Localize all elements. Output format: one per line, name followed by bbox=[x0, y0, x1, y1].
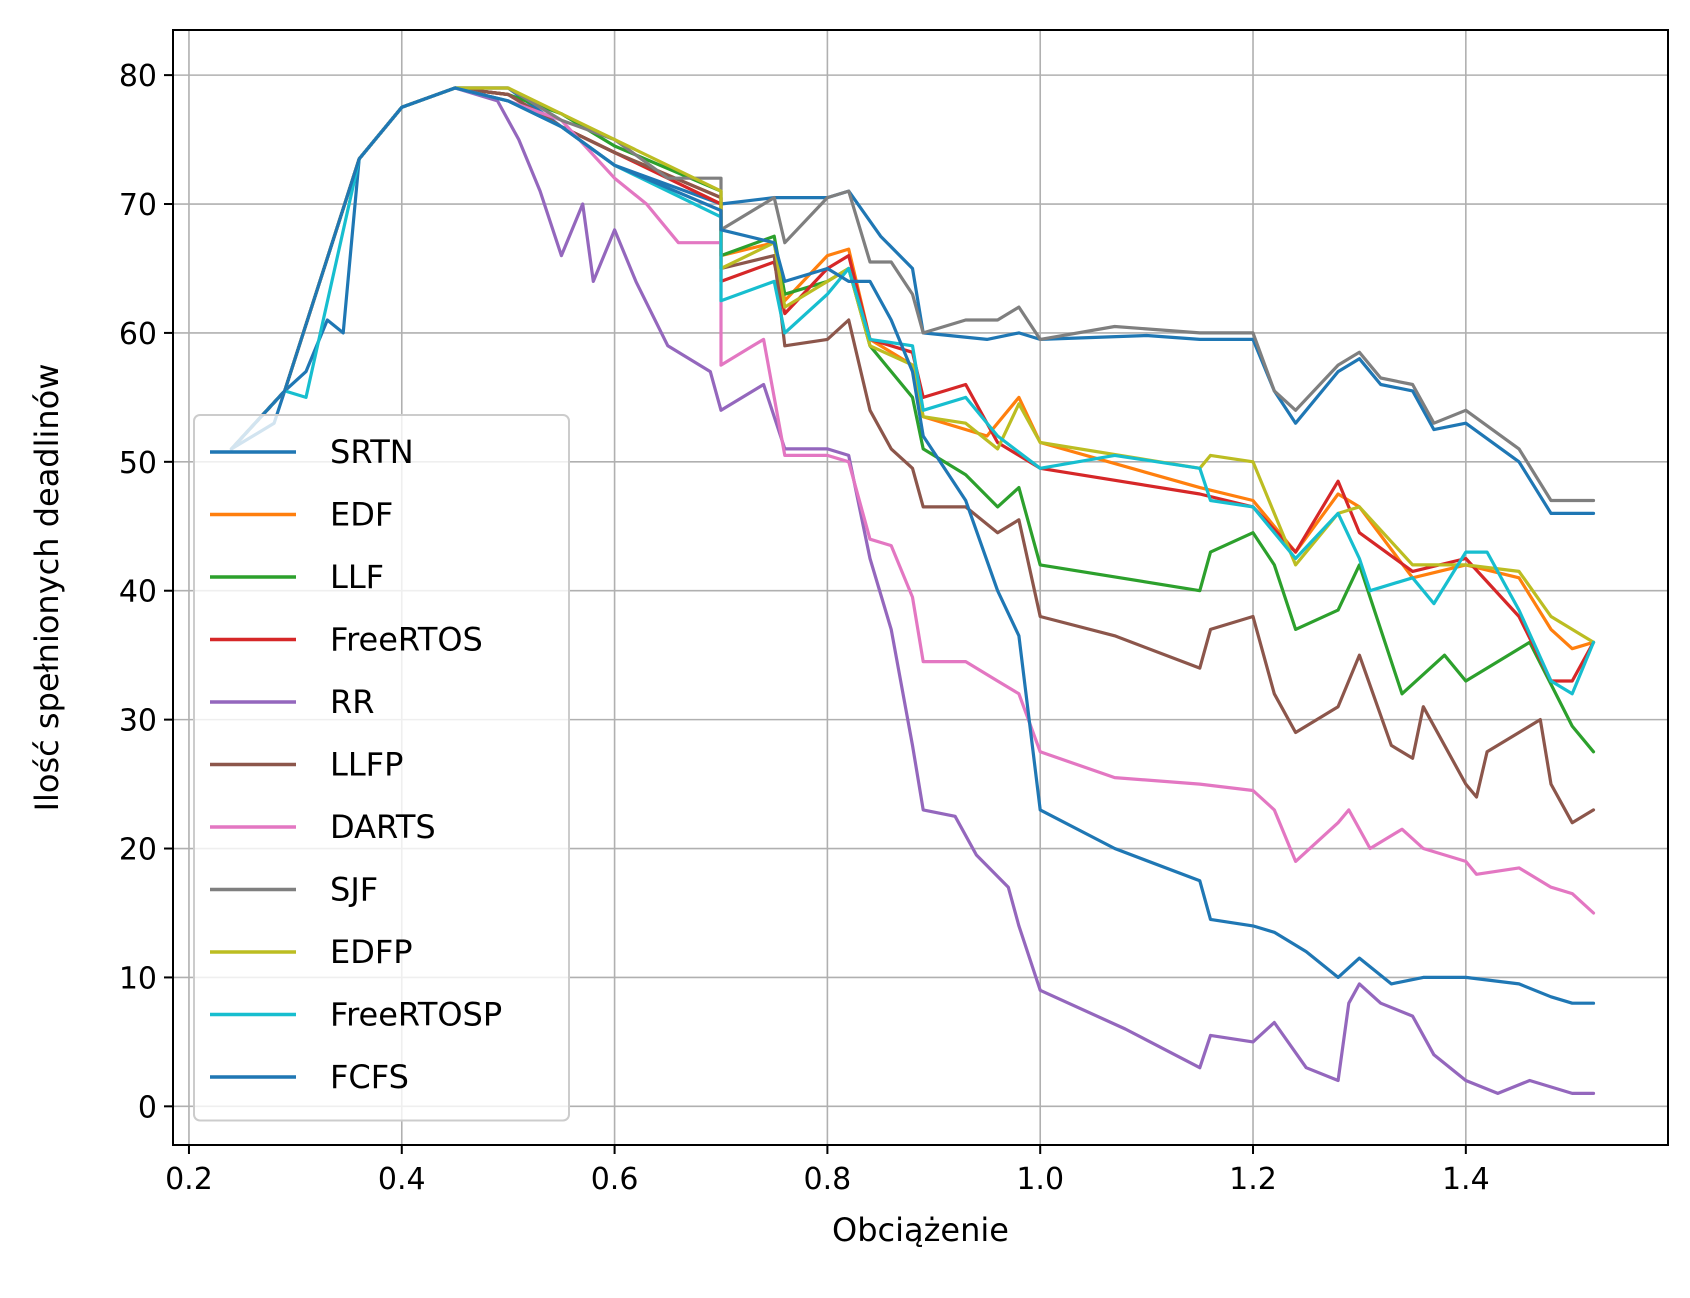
legend-label-fcfs: FCFS bbox=[330, 1058, 409, 1096]
legend-label-edf: EDF bbox=[330, 496, 393, 534]
y-tick-label: 0 bbox=[138, 1090, 157, 1125]
series-line-llf bbox=[229, 86, 1596, 754]
y-tick-label: 10 bbox=[119, 961, 157, 996]
legend-box bbox=[193, 414, 570, 1122]
legend-label-rr: RR bbox=[330, 683, 374, 721]
x-tick-label: 1.2 bbox=[1229, 1162, 1277, 1197]
legend: SRTN EDF LLF FreeRTOS RR LLFP DARTS SJF EDFP Free… bbox=[193, 414, 570, 1122]
legend-label-darts: DARTS bbox=[330, 808, 436, 846]
series-line-fcfs bbox=[229, 86, 1596, 1005]
x-tick-label: 0.6 bbox=[591, 1162, 639, 1197]
legend-label-srtn: SRTN bbox=[330, 433, 414, 471]
legend-label-llf: LLF bbox=[330, 558, 384, 596]
x-tick-label: 0.2 bbox=[165, 1162, 213, 1197]
x-tick-label: 1.0 bbox=[1016, 1162, 1064, 1197]
legend-label-edfp: EDFP bbox=[330, 933, 413, 971]
y-axis-label: Ilość spełnionych deadlinów bbox=[28, 364, 66, 812]
series-line-llfp bbox=[229, 86, 1596, 825]
legend-label-sjf: SJF bbox=[330, 871, 378, 909]
x-tick-label: 0.4 bbox=[378, 1162, 426, 1197]
series-line-edfp bbox=[229, 86, 1596, 644]
plot-area-frame bbox=[172, 29, 1669, 1146]
x-axis-ticks: 0.2 0.4 0.6 0.8 1.0 1.2 1.4 bbox=[165, 1145, 1490, 1197]
series-lines bbox=[229, 86, 1596, 1096]
legend-label-llfp: LLFP bbox=[330, 746, 403, 784]
y-tick-label: 60 bbox=[119, 317, 157, 352]
y-tick-label: 70 bbox=[119, 188, 157, 223]
series-line-srtn bbox=[229, 86, 1596, 516]
series-line-sjf bbox=[229, 86, 1596, 503]
y-axis-ticks: 0 10 20 30 40 50 60 70 80 bbox=[119, 59, 173, 1125]
legend-label-freertosp: FreeRTOSP bbox=[330, 996, 502, 1034]
x-tick-label: 1.4 bbox=[1442, 1162, 1490, 1197]
y-tick-label: 40 bbox=[119, 575, 157, 610]
y-tick-label: 50 bbox=[119, 446, 157, 481]
y-tick-label: 30 bbox=[119, 704, 157, 739]
x-tick-label: 0.8 bbox=[804, 1162, 852, 1197]
x-axis-label: Obciążenie bbox=[832, 1211, 1009, 1249]
y-tick-label: 80 bbox=[119, 59, 157, 94]
series-line-darts bbox=[229, 86, 1596, 915]
series-line-rr bbox=[229, 86, 1596, 1096]
y-tick-label: 20 bbox=[119, 833, 157, 868]
legend-label-freertos: FreeRTOS bbox=[330, 621, 483, 659]
